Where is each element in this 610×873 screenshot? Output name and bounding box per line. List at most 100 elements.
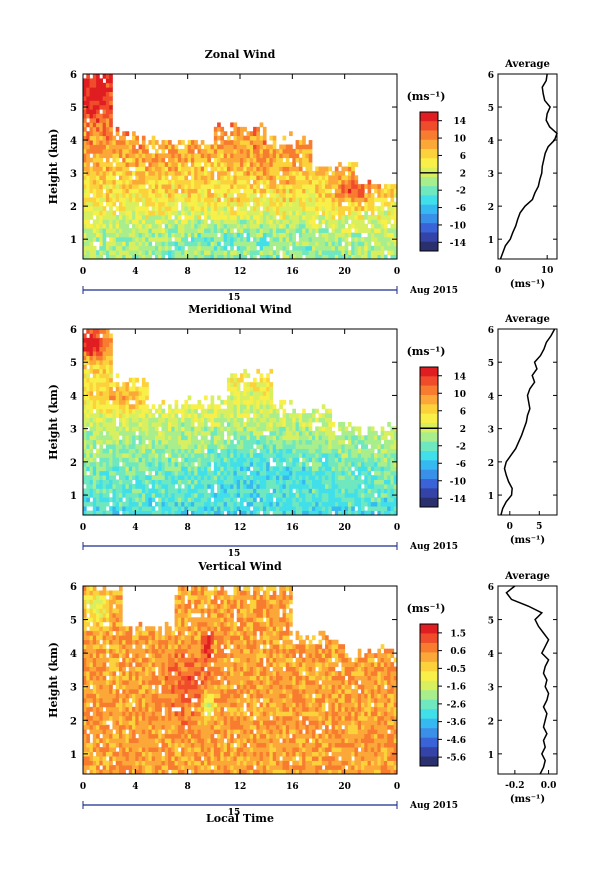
heatmap-cell xyxy=(240,439,244,445)
heatmap-cell xyxy=(213,492,218,498)
heatmap-cell xyxy=(168,422,172,427)
heatmap-cell xyxy=(112,135,117,141)
heatmap-cell xyxy=(217,408,221,414)
heatmap-cell xyxy=(177,197,182,203)
heatmap-cell xyxy=(311,470,316,476)
heatmap-cell xyxy=(96,373,100,379)
heatmap-cell xyxy=(105,166,110,172)
heatmap-cell xyxy=(233,399,238,405)
heatmap-cell xyxy=(361,214,365,220)
heatmap-cell xyxy=(200,184,205,189)
heatmap-cell xyxy=(99,506,104,511)
heatmap-cell xyxy=(151,140,156,145)
heatmap-cell xyxy=(125,166,130,172)
heatmap-cell xyxy=(357,426,362,432)
heatmap-cell xyxy=(99,82,104,88)
heatmap-cell xyxy=(138,497,143,503)
heatmap-cell xyxy=(154,470,159,476)
heatmap-cell xyxy=(308,413,313,418)
heatmap-cell xyxy=(92,153,97,159)
heatmap-cell xyxy=(325,206,329,211)
heatmap-cell xyxy=(338,444,342,449)
heatmap-cell xyxy=(370,254,375,260)
heatmap-cell xyxy=(83,140,87,145)
heatmap-cell xyxy=(272,188,277,194)
heatmap-cell xyxy=(168,245,172,251)
heatmap-cell xyxy=(145,241,149,247)
heatmap-cell xyxy=(269,492,274,498)
heatmap-cell xyxy=(380,192,385,198)
heatmap-cell xyxy=(109,475,113,480)
heatmap-cell xyxy=(315,426,319,432)
heatmap-cell xyxy=(374,435,378,441)
heatmap-cell xyxy=(135,404,139,410)
heatmap-cell xyxy=(243,430,247,436)
heatmap-cell xyxy=(181,453,185,458)
heatmap-cell xyxy=(383,510,388,516)
heatmap-cell xyxy=(361,184,365,189)
heatmap-cell xyxy=(213,219,218,225)
heatmap-cell xyxy=(99,96,104,101)
heatmap-cell xyxy=(374,250,378,255)
heatmap-cell xyxy=(383,192,388,198)
heatmap-cell xyxy=(174,506,179,511)
heatmap-cell xyxy=(151,245,156,251)
heatmap-cell xyxy=(171,501,175,507)
heatmap-cell xyxy=(272,435,277,441)
heatmap-cell xyxy=(240,140,244,145)
heatmap-cell xyxy=(125,148,130,154)
heatmap-cell xyxy=(367,501,372,507)
heatmap-cell xyxy=(109,96,113,101)
heatmap-cell xyxy=(190,188,195,194)
heatmap-cell xyxy=(83,184,87,189)
heatmap-cell xyxy=(370,510,375,516)
heatmap-cell xyxy=(374,197,378,203)
heatmap-cell xyxy=(145,157,149,163)
heatmap-cell xyxy=(259,457,264,463)
heatmap-cell xyxy=(83,210,87,216)
heatmap-cell xyxy=(109,87,113,93)
heatmap-cell xyxy=(240,492,244,498)
heatmap-cell xyxy=(96,188,100,194)
heatmap-cell xyxy=(128,179,133,185)
heatmap-cell xyxy=(141,170,146,176)
heatmap-cell xyxy=(99,435,104,441)
heatmap-cell xyxy=(217,201,221,207)
heatmap-cell xyxy=(285,417,290,423)
heatmap-cell xyxy=(341,254,346,260)
heatmap-cell xyxy=(338,250,342,255)
heatmap-cell xyxy=(217,148,221,154)
heatmap-cell xyxy=(351,179,355,185)
heatmap-cell xyxy=(226,197,231,203)
heatmap-cell xyxy=(367,206,372,211)
heatmap-cell xyxy=(184,162,189,167)
heatmap-cell xyxy=(132,448,136,454)
heatmap-cell xyxy=(194,430,198,436)
heatmap-cell xyxy=(377,435,382,441)
heatmap-cell xyxy=(367,453,372,458)
heatmap-cell xyxy=(347,444,352,449)
heatmap-cell xyxy=(109,104,113,110)
heatmap-cell xyxy=(243,408,247,414)
heatmap-cell xyxy=(125,497,130,503)
heatmap-cell xyxy=(141,192,146,198)
heatmap-cell xyxy=(279,214,283,220)
heatmap-cell xyxy=(331,254,336,260)
heatmap-cell xyxy=(122,426,126,432)
heatmap-cell xyxy=(190,510,195,516)
heatmap-cell xyxy=(86,104,90,110)
heatmap-cell xyxy=(354,184,359,189)
heatmap-cell xyxy=(305,210,310,216)
heatmap-cell xyxy=(161,430,166,436)
heatmap-cell xyxy=(354,461,359,467)
heatmap-cell xyxy=(243,166,247,172)
heatmap-cell xyxy=(220,210,225,216)
heatmap-cell xyxy=(266,228,270,233)
heatmap-cell xyxy=(325,510,329,516)
heatmap-cell xyxy=(253,435,257,441)
heatmap-cell xyxy=(262,250,267,255)
heatmap-cell xyxy=(99,214,104,220)
heatmap-cell xyxy=(105,373,110,379)
heatmap-cell xyxy=(200,417,205,423)
heatmap-cell xyxy=(86,386,90,392)
